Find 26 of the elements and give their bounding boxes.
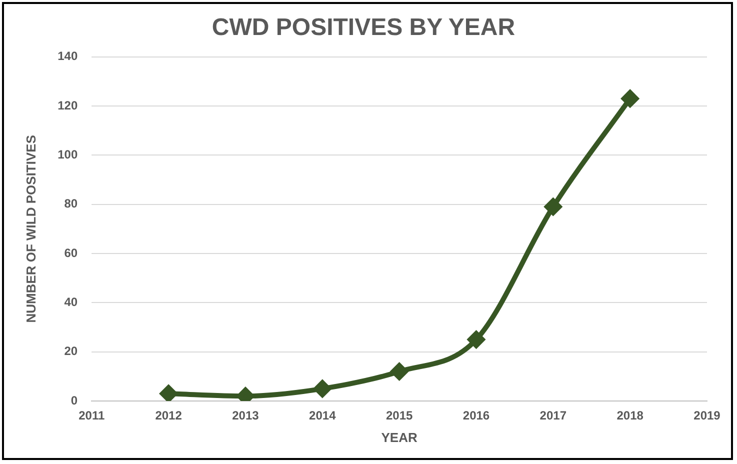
y-tick-label: 100 <box>58 147 78 162</box>
point <box>622 90 639 108</box>
x-tick-label: 2018 <box>616 408 644 423</box>
y-axis-title: NUMBER OF WILD POSITIVES <box>23 134 38 323</box>
x-tick-label: 2014 <box>309 408 336 423</box>
x-tick-label: 2016 <box>462 408 490 423</box>
y-tick-label: 0 <box>70 393 78 408</box>
point <box>390 362 408 380</box>
y-tick-label: 20 <box>64 344 78 358</box>
y-tick-label: 80 <box>64 196 78 211</box>
x-tick-label: 2013 <box>232 408 260 423</box>
y-tick-label: 60 <box>64 246 78 260</box>
point <box>160 385 178 401</box>
y-tick-label: 120 <box>58 98 78 112</box>
chart-title: CWD POSITIVES BY YEAR <box>212 14 516 42</box>
point <box>544 198 562 216</box>
x-tick-label: 2012 <box>155 408 182 423</box>
point <box>468 331 485 348</box>
y-tick-label: 40 <box>64 294 78 309</box>
x-axis-title: YEAR <box>381 430 418 445</box>
point <box>314 380 331 398</box>
x-tick-label: 2015 <box>386 408 413 423</box>
x-tick-label: 2017 <box>540 408 567 423</box>
x-tick-label: 2019 <box>694 408 721 423</box>
x-tick-label: 2011 <box>78 408 105 423</box>
y-tick-label: 140 <box>58 49 78 64</box>
